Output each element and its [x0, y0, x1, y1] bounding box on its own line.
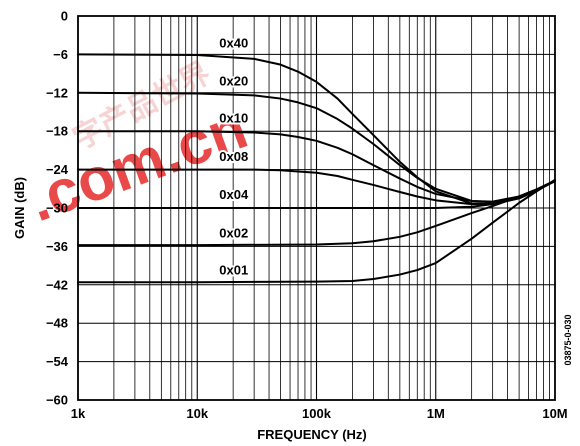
y-tick-label: −6 [53, 47, 68, 62]
y-tick-label: −60 [46, 393, 68, 408]
curve-label: 0x08 [219, 149, 248, 164]
x-tick-label: 1k [71, 406, 86, 421]
curve-label: 0x40 [219, 36, 248, 51]
y-tick-label: −18 [46, 124, 68, 139]
y-tick-label: −12 [46, 85, 68, 100]
y-tick-label: −54 [46, 354, 69, 369]
y-tick-labels: 0 −6 −12 −18 −24 −30 −36 −42 −48 −54 −60 [46, 9, 69, 408]
y-axis-title: GAIN (dB) [12, 177, 27, 239]
x-tick-label: 10M [542, 406, 567, 421]
curve-label: 0x20 [219, 73, 248, 88]
y-tick-label: −42 [46, 277, 68, 292]
y-tick-label: −24 [46, 162, 69, 177]
y-tick-label: −36 [46, 239, 68, 254]
y-tick-label: −30 [46, 201, 68, 216]
plot-frame [77, 15, 556, 401]
x-tick-label: 1M [427, 406, 445, 421]
x-tick-label: 100k [302, 406, 332, 421]
x-tick-label: 10k [186, 406, 208, 421]
y-tick-label: 0 [61, 9, 68, 24]
curve-label: 0x10 [219, 110, 248, 125]
y-tick-label: −48 [46, 316, 68, 331]
curve-0x10 [77, 130, 556, 203]
curves [77, 53, 556, 284]
curve-label: 0x04 [219, 187, 249, 202]
curve-0x02 [77, 179, 556, 247]
plot-border [77, 15, 556, 401]
curve-0x01 [77, 178, 556, 284]
x-tick-labels: 1k 10k 100k 1M 10M [71, 406, 568, 421]
curve-labels: 0x40 0x20 0x10 0x08 0x04 0x02 0x01 [217, 34, 251, 280]
curve-label: 0x02 [219, 226, 248, 241]
x-axis-title: FREQUENCY (Hz) [257, 427, 367, 442]
curve-label: 0x01 [219, 263, 248, 278]
figure-id: 03875-0-030 [563, 314, 573, 365]
